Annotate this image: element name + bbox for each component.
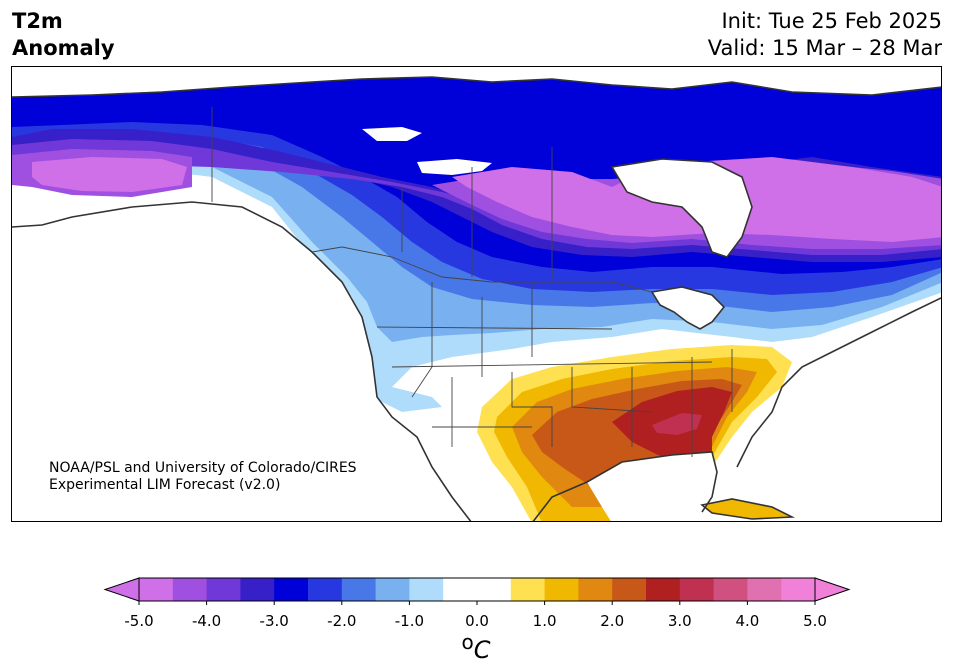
anomaly-map bbox=[11, 66, 942, 522]
colorbar-segment bbox=[747, 578, 782, 601]
init-date: Init: Tue 25 Feb 2025 bbox=[721, 9, 942, 33]
band-plus2-cuba bbox=[702, 499, 792, 519]
colorbar-tick-label: -1.0 bbox=[394, 612, 425, 630]
map-canvas bbox=[12, 67, 941, 521]
colorbar bbox=[103, 577, 851, 605]
pacific-ocean bbox=[12, 202, 471, 521]
colorbar-tick-label: 4.0 bbox=[735, 612, 760, 630]
arctic-ocean bbox=[12, 67, 941, 97]
colorbar-segment bbox=[409, 578, 444, 601]
colorbar-segment bbox=[646, 578, 681, 601]
colorbar-tick-label: 1.0 bbox=[532, 612, 557, 630]
credit-line-2: Experimental LIM Forecast (v2.0) bbox=[49, 477, 281, 493]
political-borders bbox=[211, 107, 733, 457]
forecast-dates: Init: Tue 25 Feb 2025 Valid: 15 Mar – 28… bbox=[708, 8, 942, 62]
colorbar-segment bbox=[308, 578, 343, 601]
title-line-1: T2m bbox=[12, 9, 63, 33]
colorbar-tick-label: -3.0 bbox=[259, 612, 289, 630]
colorbar-tick-label: 0.0 bbox=[465, 612, 489, 630]
great-bear-lake bbox=[362, 127, 422, 141]
credit-line-1: NOAA/PSL and University of Colorado/CIRE… bbox=[49, 460, 357, 476]
coastlines bbox=[12, 76, 941, 521]
valid-range: Valid: 15 Mar – 28 Mar bbox=[707, 36, 942, 60]
great-lakes bbox=[652, 287, 724, 329]
colorbar-segment bbox=[679, 578, 715, 601]
colorbar-tick-label: 2.0 bbox=[600, 612, 625, 630]
colorbar-segment bbox=[578, 578, 613, 601]
colorbar-segment bbox=[510, 578, 546, 601]
colorbar-segment bbox=[341, 578, 377, 601]
gulf-of-mexico bbox=[587, 452, 717, 521]
colorbar-tick-label: 5.0 bbox=[803, 612, 827, 630]
colorbar-segment bbox=[274, 578, 309, 601]
colorbar-tick-label: -4.0 bbox=[191, 612, 222, 630]
colorbar-tick-label: 3.0 bbox=[667, 612, 692, 630]
colorbar-segment bbox=[172, 578, 208, 601]
colorbar-segment bbox=[612, 578, 647, 601]
unit-degree: o bbox=[461, 630, 474, 654]
colorbar-segment bbox=[477, 578, 512, 601]
colorbar-segment bbox=[240, 578, 275, 601]
hudson-bay bbox=[612, 159, 752, 257]
colorbar-tick-label: -5.0 bbox=[124, 612, 154, 630]
colorbar-segment bbox=[375, 578, 410, 601]
atlantic-ocean bbox=[737, 297, 941, 521]
band-plus3 bbox=[652, 413, 702, 435]
colorbar-segment bbox=[781, 578, 816, 601]
great-slave-lake bbox=[417, 159, 492, 175]
colorbar-extend-high bbox=[814, 577, 851, 602]
colorbar-segment bbox=[139, 578, 174, 601]
map-title: T2m Anomaly bbox=[12, 8, 115, 62]
colorbar-segment bbox=[443, 578, 478, 601]
title-line-2: Anomaly bbox=[12, 36, 115, 60]
colorbar-segment bbox=[713, 578, 748, 601]
colorbar-segment bbox=[206, 578, 241, 601]
colorbar-extend-low bbox=[103, 577, 140, 602]
band-minus5-west bbox=[32, 157, 187, 192]
unit-symbol: C bbox=[473, 636, 491, 664]
colorbar-segment bbox=[544, 578, 579, 601]
colorbar-unit: oC bbox=[461, 630, 490, 664]
colorbar-tick-label: -2.0 bbox=[327, 612, 357, 630]
credit-text: NOAA/PSL and University of Colorado/CIRE… bbox=[49, 460, 357, 494]
